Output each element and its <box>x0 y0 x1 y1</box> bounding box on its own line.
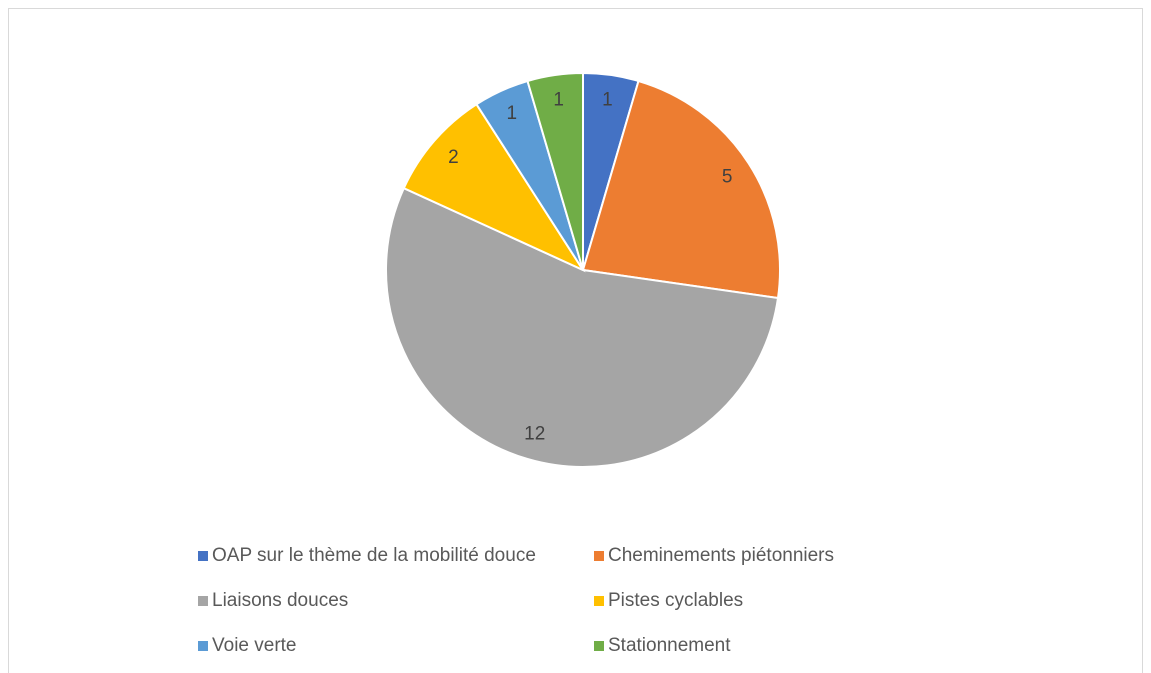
legend-label: Pistes cyclables <box>608 590 743 611</box>
legend-label: Cheminements piétonniers <box>608 545 834 566</box>
chart-border <box>8 8 1143 673</box>
pie-slice <box>526 71 584 271</box>
data-label: 1 <box>553 89 564 110</box>
legend-label: Voie verte <box>212 635 297 656</box>
pie-slice <box>402 102 586 273</box>
legend-label: Stationnement <box>608 635 731 656</box>
legend-swatch <box>594 641 604 651</box>
legend-swatch <box>198 596 208 606</box>
data-label: 2 <box>448 147 459 168</box>
pie-slice <box>581 79 781 300</box>
pie-slice <box>385 186 780 468</box>
data-label: 1 <box>602 89 613 110</box>
legend-label: OAP sur le thème de la mobilité douce <box>212 545 536 566</box>
legend-label: Liaisons douces <box>212 590 348 611</box>
legend-swatch <box>594 551 604 561</box>
legend-swatch <box>594 596 604 606</box>
data-label: 1 <box>507 103 518 124</box>
data-label: 12 <box>524 423 545 444</box>
data-label: 5 <box>722 166 733 187</box>
legend-swatch <box>198 641 208 651</box>
legend-swatch <box>198 551 208 561</box>
